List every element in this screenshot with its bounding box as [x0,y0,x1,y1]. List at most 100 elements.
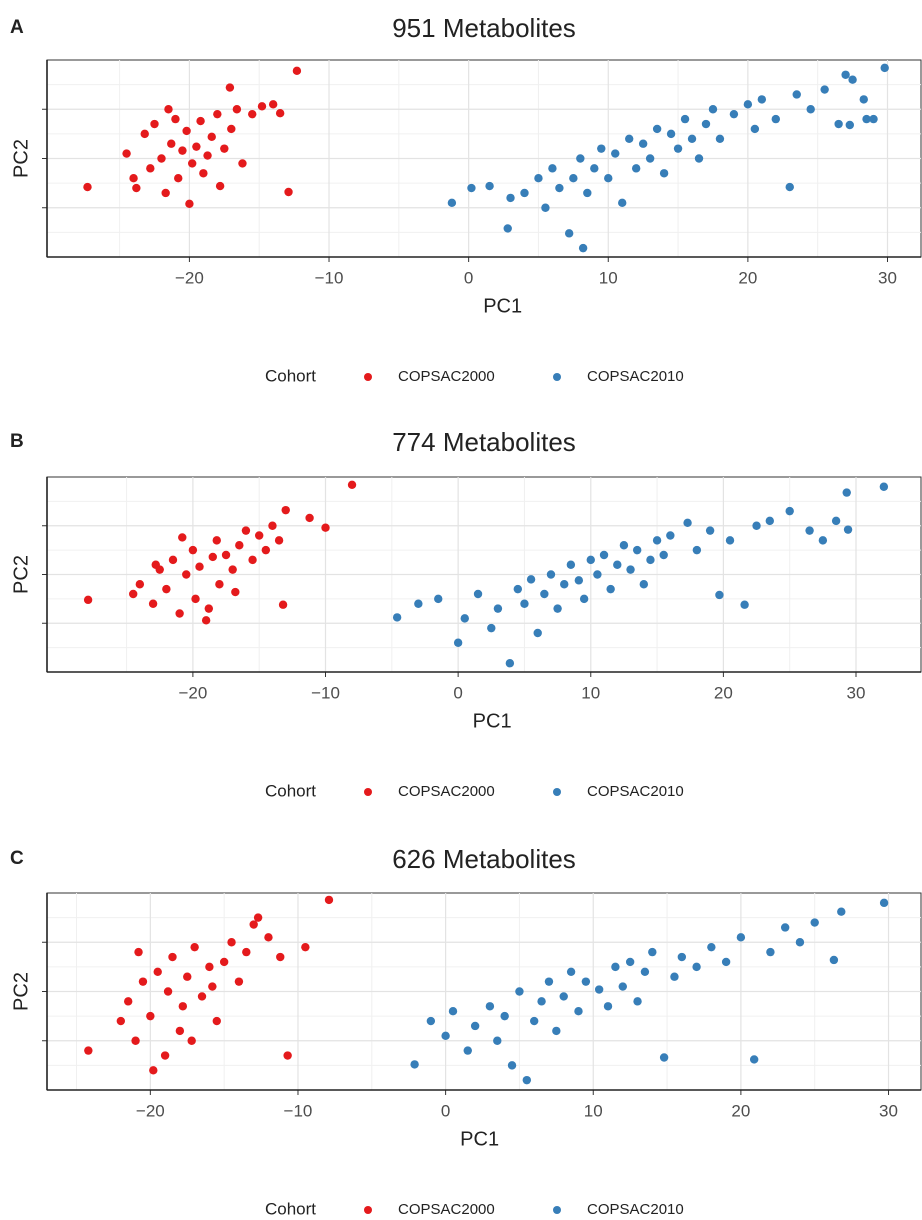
legend-title: Cohort [265,1199,316,1218]
point [301,942,310,952]
point [123,997,133,1006]
point [129,589,138,599]
point [467,183,476,193]
legend-title: Cohort [265,781,316,800]
point [493,604,503,613]
point [221,550,231,560]
point [208,982,217,991]
point [593,570,602,579]
point [597,144,606,153]
point [473,589,483,599]
point [324,895,334,905]
point [134,947,143,957]
point [843,525,853,534]
point [305,513,314,523]
point [500,1011,509,1021]
point [182,570,191,579]
point [743,100,753,109]
point [253,913,263,922]
panel-label: B [10,431,24,452]
point [232,105,242,114]
point [537,997,546,1006]
point [837,907,846,916]
point [659,1053,669,1062]
point [261,545,271,555]
point [268,521,277,530]
point [470,1021,480,1031]
point [414,599,423,608]
point [586,555,595,565]
chart-title: 626 Metabolites [392,844,576,874]
point [151,560,160,569]
point [213,109,222,119]
point [566,967,576,976]
point [487,623,496,633]
point [278,600,288,609]
legend-label: COPSAC2000 [398,368,495,385]
point [715,590,724,600]
point [138,977,148,986]
point [725,536,735,545]
x-tick-label: 10 [584,1101,603,1120]
point [805,526,814,535]
point [576,154,585,163]
point [204,604,214,613]
point [640,967,650,976]
point [116,1016,126,1026]
x-axis-label: PC1 [460,1128,499,1150]
legend-marker [364,1206,372,1214]
point [666,531,675,540]
point [757,95,767,104]
panel-label: C [10,848,24,869]
point [880,63,889,73]
point [546,570,556,579]
point [659,169,669,178]
point [526,575,536,584]
point [410,1060,419,1069]
point [683,518,692,528]
point [553,604,562,613]
point [212,1016,221,1026]
point [168,952,177,962]
point [83,182,92,192]
x-tick-label: 0 [453,683,462,702]
legend-marker [364,373,372,381]
x-tick-label: −10 [315,268,344,287]
point [163,987,173,996]
point [785,182,794,192]
point [178,533,187,542]
chart-title: 774 Metabolites [392,427,576,457]
point [215,181,225,191]
point [862,114,871,124]
point [566,560,576,569]
point [859,95,868,104]
point [613,560,622,569]
legend-label: COPSAC2010 [587,783,684,800]
point [645,154,655,163]
point [281,505,290,515]
point [818,536,828,545]
point [255,531,264,540]
point [618,198,627,208]
point [638,139,648,148]
point [544,977,554,986]
point [848,75,857,84]
point [188,159,197,168]
point [520,188,529,198]
point [146,164,155,173]
point [806,105,815,114]
point [187,1036,196,1045]
point [493,1036,502,1045]
legend-marker [364,788,372,796]
point [810,918,819,927]
point [168,555,178,565]
point [148,599,158,608]
x-tick-label: 0 [441,1101,450,1120]
point [520,599,529,608]
point [203,151,212,160]
point [507,1061,517,1070]
point [659,550,668,560]
chart-title: 951 Metabolites [392,13,576,43]
point [574,1007,583,1016]
point [604,174,613,183]
